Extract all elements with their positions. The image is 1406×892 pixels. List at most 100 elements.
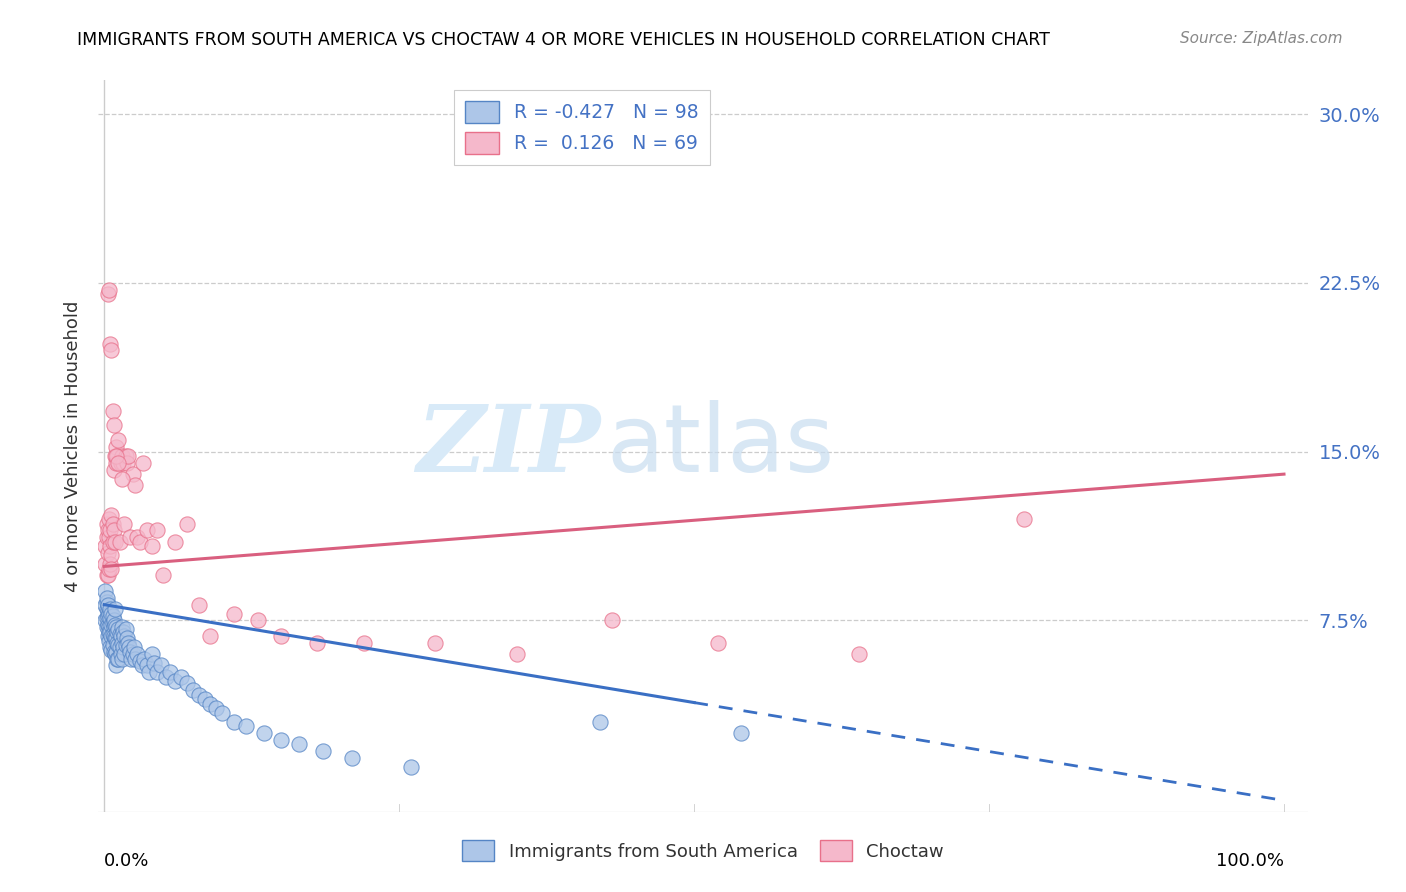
Point	[98, 562, 121, 576]
Point	[101, 404, 124, 418]
Point	[101, 608, 124, 623]
Point	[194, 692, 217, 706]
Text: atlas: atlas	[606, 400, 835, 492]
Point	[98, 640, 121, 655]
Point	[105, 645, 128, 659]
Point	[114, 623, 136, 637]
Point	[96, 602, 118, 616]
Legend: Immigrants from South America, Choctaw: Immigrants from South America, Choctaw	[454, 833, 952, 869]
Point	[149, 658, 172, 673]
Point	[118, 640, 141, 655]
Point	[101, 627, 124, 641]
Point	[246, 614, 269, 628]
Point	[105, 449, 128, 463]
Point	[170, 670, 193, 684]
Point	[187, 598, 209, 612]
Point	[103, 645, 125, 659]
Point	[131, 658, 153, 673]
Point	[122, 640, 145, 655]
Point	[305, 636, 328, 650]
Point	[146, 665, 169, 680]
Point	[98, 512, 121, 526]
Point	[107, 638, 129, 652]
Point	[110, 629, 132, 643]
Point	[98, 539, 121, 553]
Point	[96, 595, 118, 609]
Point	[105, 620, 128, 634]
Point	[600, 614, 623, 628]
Point	[100, 642, 122, 657]
Point	[399, 760, 422, 774]
Point	[134, 651, 156, 665]
Point	[112, 629, 135, 643]
Point	[112, 640, 135, 655]
Point	[98, 524, 121, 538]
Point	[105, 440, 128, 454]
Point	[104, 618, 127, 632]
Point	[107, 456, 129, 470]
Point	[94, 557, 117, 571]
Point	[94, 598, 117, 612]
Point	[222, 607, 245, 621]
Point	[98, 602, 121, 616]
Point	[111, 636, 134, 650]
Point	[111, 651, 134, 665]
Point	[105, 624, 128, 639]
Point	[100, 548, 122, 562]
Point	[94, 614, 117, 628]
Point	[98, 633, 121, 648]
Point	[141, 539, 163, 553]
Point	[120, 651, 142, 665]
Point	[108, 627, 131, 641]
Point	[112, 647, 135, 661]
Point	[108, 640, 131, 655]
Point	[101, 615, 124, 630]
Text: ZIP: ZIP	[416, 401, 600, 491]
Point	[94, 584, 117, 599]
Point	[311, 744, 333, 758]
Point	[115, 632, 138, 646]
Point	[100, 562, 122, 576]
Point	[1014, 512, 1036, 526]
Point	[121, 467, 143, 482]
Point	[132, 456, 155, 470]
Point	[107, 651, 129, 665]
Point	[105, 651, 128, 665]
Point	[104, 647, 127, 661]
Point	[96, 516, 118, 531]
Point	[104, 534, 127, 549]
Point	[98, 530, 121, 544]
Point	[138, 665, 160, 680]
Point	[107, 623, 129, 637]
Point	[176, 676, 198, 690]
Point	[730, 726, 752, 740]
Point	[97, 287, 120, 301]
Point	[97, 629, 120, 643]
Point	[97, 608, 120, 623]
Point	[101, 534, 124, 549]
Point	[96, 611, 118, 625]
Point	[98, 624, 121, 639]
Point	[146, 524, 169, 538]
Point	[100, 607, 122, 621]
Point	[589, 714, 612, 729]
Point	[100, 508, 122, 522]
Point	[181, 683, 204, 698]
Point	[98, 624, 121, 639]
Point	[105, 632, 128, 646]
Point	[270, 732, 292, 747]
Point	[104, 449, 127, 463]
Point	[506, 647, 529, 661]
Point	[96, 591, 118, 605]
Point	[176, 516, 198, 531]
Point	[112, 624, 135, 639]
Point	[101, 638, 124, 652]
Point	[117, 636, 139, 650]
Point	[110, 456, 132, 470]
Point	[128, 534, 150, 549]
Point	[117, 449, 139, 463]
Point	[222, 714, 245, 729]
Point	[252, 726, 274, 740]
Point	[165, 674, 187, 689]
Text: 0.0%: 0.0%	[104, 852, 149, 871]
